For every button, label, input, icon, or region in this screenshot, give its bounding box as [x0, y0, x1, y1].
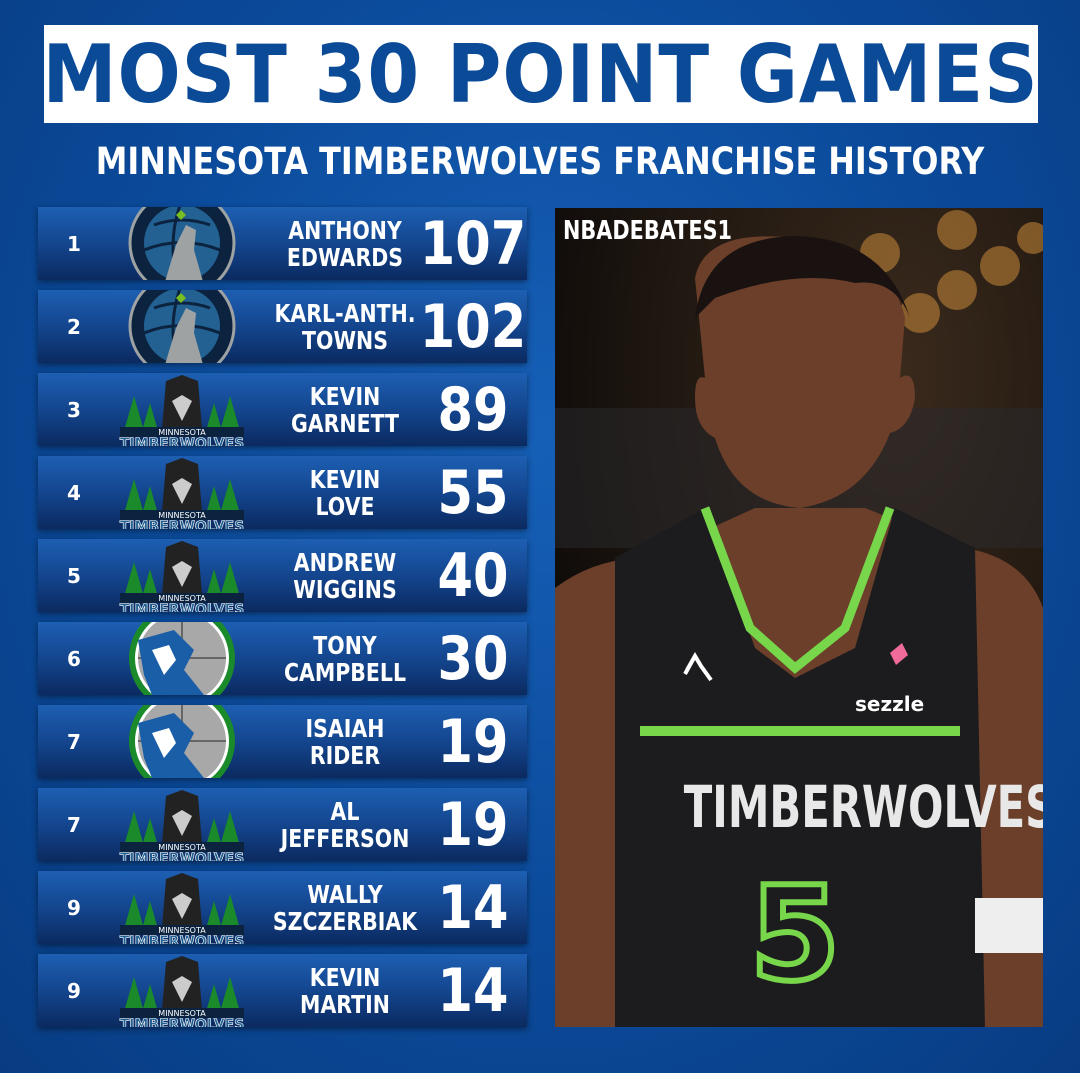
thirty-point-games-count: 19 — [437, 706, 509, 777]
ranking-row: 6 TONY CAMPBELL 30 — [38, 622, 527, 695]
player-last-name: RIDER — [309, 741, 381, 770]
player-first-name: ANTHONY — [288, 216, 402, 245]
rank-number: 6 — [67, 646, 81, 671]
ranking-row: 2 KARL-ANTH. TOWNS 102 — [38, 290, 527, 363]
team-logo-classic: MINNESOTA TIMBERWOLVES — [114, 954, 250, 1027]
thirty-point-games-count: 102 — [419, 291, 527, 362]
player-name: KEVIN GARNETT — [275, 380, 414, 440]
page-title: MOST 30 POINT GAMES — [42, 27, 1040, 121]
ranking-row: 9 MINNESOTA TIMBERWOLVES KEVIN MARTIN 14 — [38, 954, 527, 1027]
player-name: KEVIN LOVE — [275, 463, 414, 523]
rank-number: 7 — [67, 812, 81, 837]
player-last-name: WIGGINS — [293, 575, 397, 604]
rank-number: 9 — [67, 978, 81, 1003]
player-last-name: LOVE — [315, 492, 375, 521]
svg-text:MINNESOTA: MINNESOTA — [158, 926, 206, 935]
player-name: WALLY SZCZERBIAK — [272, 878, 418, 938]
player-first-name: WALLY — [307, 880, 383, 909]
team-logo-classic: MINNESOTA TIMBERWOLVES — [114, 788, 250, 861]
thirty-point-games-count: 107 — [419, 208, 527, 279]
player-last-name: SZCZERBIAK — [272, 907, 418, 936]
thirty-point-games-count: 14 — [437, 872, 509, 943]
svg-text:TIMBERWOLVES: TIMBERWOLVES — [120, 519, 245, 529]
player-first-name: ISAIAH — [305, 714, 385, 743]
player-first-name: AL — [330, 797, 360, 826]
rank-number: 1 — [67, 231, 81, 256]
svg-text:MINNESOTA: MINNESOTA — [158, 428, 206, 437]
player-name: KARL-ANTH. TOWNS — [274, 297, 416, 357]
player-name: KEVIN MARTIN — [275, 961, 414, 1021]
svg-text:MINNESOTA: MINNESOTA — [158, 594, 206, 603]
player-name: AL JEFFERSON — [275, 795, 414, 855]
team-logo-classic: MINNESOTA TIMBERWOLVES — [114, 456, 250, 529]
ranking-row: 9 MINNESOTA TIMBERWOLVES WALLY SZCZERBIAK … — [38, 871, 527, 944]
player-first-name: TONY — [313, 631, 377, 660]
title-banner: MOST 30 POINT GAMES — [42, 25, 1040, 123]
jersey-team-name: TIMBERWOLVES — [683, 773, 1043, 841]
thirty-point-games-count: 55 — [437, 457, 509, 528]
team-logo-modern — [114, 290, 250, 363]
sezzle-logo-icon — [890, 643, 908, 665]
svg-text:TIMBERWOLVES: TIMBERWOLVES — [120, 602, 245, 612]
page-subtitle: MINNESOTA TIMBERWOLVES FRANCHISE HISTORY — [95, 140, 985, 183]
ranking-row: 3 MINNESOTA TIMBERWOLVES KEVIN GARNETT 89 — [38, 373, 527, 446]
rank-number: 4 — [67, 480, 81, 505]
rank-number: 9 — [67, 895, 81, 920]
ranking-row: 7 ISAIAH RIDER 19 — [38, 705, 527, 778]
player-first-name: ANDREW — [293, 548, 397, 577]
player-last-name: CAMPBELL — [283, 658, 407, 687]
team-logo-classic: MINNESOTA TIMBERWOLVES — [114, 373, 250, 446]
player-first-name: KEVIN — [309, 465, 381, 494]
svg-text:TIMBERWOLVES: TIMBERWOLVES — [120, 851, 245, 861]
watermark: NBADEBATES1 — [563, 216, 733, 246]
thirty-point-games-count: 19 — [437, 789, 509, 860]
rank-number: 3 — [67, 397, 81, 422]
jersey-sponsor: sezzle — [855, 692, 925, 716]
rank-number: 5 — [67, 563, 81, 588]
player-first-name: KEVIN — [309, 963, 381, 992]
player-name: ANTHONY EDWARDS — [275, 214, 414, 274]
ranking-row: 5 MINNESOTA TIMBERWOLVES ANDREW WIGGINS 40 — [38, 539, 527, 612]
team-logo-original — [114, 622, 250, 695]
player-name: ISAIAH RIDER — [275, 712, 414, 772]
player-name: TONY CAMPBELL — [275, 629, 414, 689]
player-first-name: KEVIN — [309, 382, 381, 411]
ranking-row: 1 ANTHONY EDWARDS 107 — [38, 207, 527, 280]
player-last-name: GARNETT — [290, 409, 400, 438]
player-last-name: MARTIN — [300, 990, 390, 1019]
team-logo-modern — [114, 207, 250, 280]
player-last-name: EDWARDS — [286, 243, 404, 272]
player-name: ANDREW WIGGINS — [275, 546, 414, 606]
svg-text:TIMBERWOLVES: TIMBERWOLVES — [120, 1017, 245, 1027]
player-first-name: KARL-ANTH. — [274, 299, 416, 328]
player-last-name: TOWNS — [302, 326, 388, 355]
rank-number: 7 — [67, 729, 81, 754]
player-illustration — [555, 208, 1043, 1027]
thirty-point-games-count: 30 — [437, 623, 509, 694]
thirty-point-games-count: 14 — [437, 955, 509, 1026]
team-logo-original — [114, 705, 250, 778]
player-photo: NBADEBATES1 sezzle TIMBERWOLVES 5 — [555, 208, 1043, 1027]
thirty-point-games-count: 89 — [437, 374, 509, 445]
svg-text:MINNESOTA: MINNESOTA — [158, 511, 206, 520]
player-last-name: JEFFERSON — [280, 824, 410, 853]
rank-number: 2 — [67, 314, 81, 339]
jersey-number: 5 — [747, 855, 843, 1013]
svg-text:TIMBERWOLVES: TIMBERWOLVES — [120, 436, 245, 446]
team-logo-classic: MINNESOTA TIMBERWOLVES — [114, 871, 250, 944]
thirty-point-games-count: 40 — [437, 540, 509, 611]
ranking-row: 4 MINNESOTA TIMBERWOLVES KEVIN LOVE 55 — [38, 456, 527, 529]
svg-text:MINNESOTA: MINNESOTA — [158, 1009, 206, 1018]
jordan-logo-icon — [683, 652, 713, 682]
ranking-row: 7 MINNESOTA TIMBERWOLVES AL JEFFERSON 19 — [38, 788, 527, 861]
svg-text:MINNESOTA: MINNESOTA — [158, 843, 206, 852]
svg-text:TIMBERWOLVES: TIMBERWOLVES — [120, 934, 245, 944]
team-logo-classic: MINNESOTA TIMBERWOLVES — [114, 539, 250, 612]
